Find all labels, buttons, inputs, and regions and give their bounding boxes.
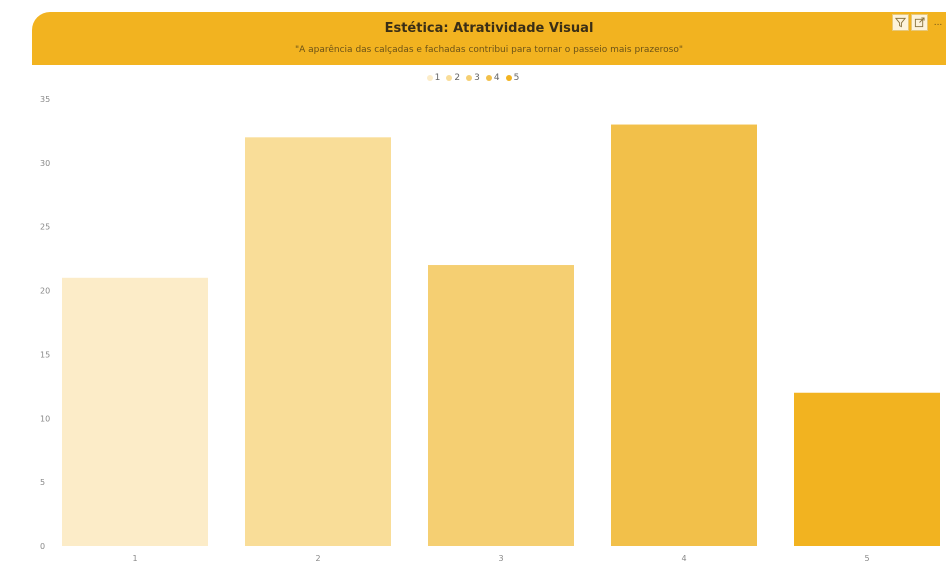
chart-title: Estética: Atratividade Visual — [384, 21, 594, 36]
legend-item-4[interactable]: 4 — [485, 73, 500, 83]
x-tick-label: 3 — [498, 554, 503, 563]
legend-dot-1 — [426, 75, 433, 81]
legend-label-1: 1 — [434, 73, 441, 83]
legend-item-5[interactable]: 5 — [505, 73, 520, 83]
visual-toolbar: ... — [892, 14, 946, 32]
legend-label-4: 4 — [493, 73, 500, 83]
bar-1[interactable] — [62, 277, 208, 546]
legend-item-3[interactable]: 3 — [466, 73, 480, 83]
y-tick-label: 25 — [40, 223, 50, 232]
more-options-icon: ... — [933, 17, 943, 28]
y-tick-label: 15 — [40, 350, 50, 359]
y-tick-label: 30 — [40, 159, 50, 168]
bar-4[interactable] — [611, 124, 757, 547]
bar-2[interactable] — [245, 137, 391, 547]
legend-dot-4 — [485, 75, 492, 81]
legend-label-2: 2 — [454, 73, 461, 83]
y-tick-label: 0 — [40, 542, 45, 551]
legend-dot-3 — [466, 75, 473, 81]
y-tick-label: 10 — [40, 414, 50, 423]
x-tick-label: 4 — [681, 554, 686, 563]
legend-item-2[interactable]: 2 — [446, 73, 460, 83]
bar-3[interactable] — [428, 265, 574, 546]
y-tick-label: 20 — [40, 287, 50, 296]
x-tick-label: 2 — [315, 554, 320, 563]
y-tick-label: 35 — [40, 95, 50, 104]
legend-label-5: 5 — [513, 73, 520, 83]
chart-subtitle: "A aparência das calçadas e fachadas con… — [294, 45, 684, 55]
more-options-button[interactable]: ... — [930, 14, 946, 31]
legend-item-1[interactable]: 1 — [426, 73, 441, 83]
focus-mode-button[interactable] — [911, 14, 928, 31]
legend-label-3: 3 — [474, 73, 480, 83]
filter-icon — [895, 17, 906, 28]
focus-mode-icon — [914, 17, 925, 28]
x-tick-label: 5 — [864, 554, 869, 563]
x-tick-label: 1 — [132, 554, 137, 563]
legend-dot-5 — [505, 75, 512, 81]
legend-dot-2 — [446, 75, 453, 81]
y-tick-label: 5 — [40, 478, 45, 487]
chart-header: Estética: Atratividade Visual "A aparênc… — [32, 12, 946, 65]
chart-legend: 1 2 3 4 5 — [0, 73, 946, 83]
filter-button[interactable] — [892, 14, 909, 31]
bar-5[interactable] — [794, 392, 940, 546]
